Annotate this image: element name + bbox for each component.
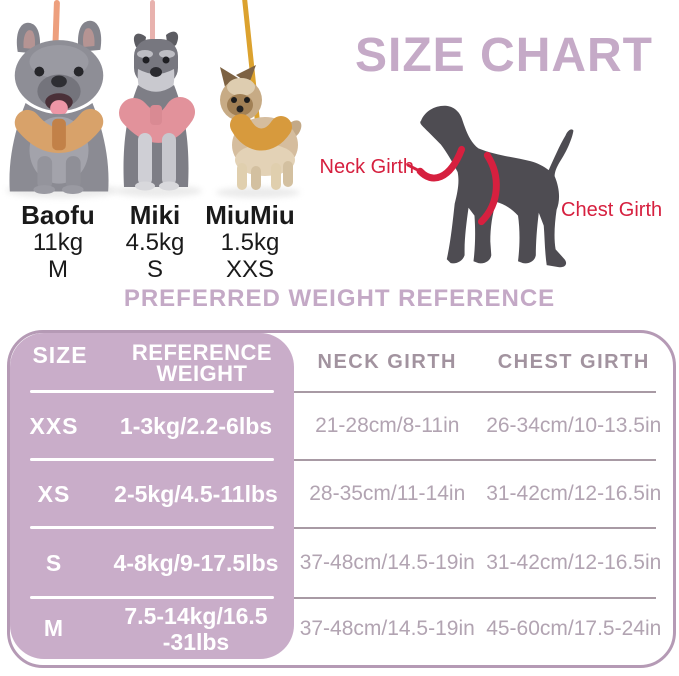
dog-measurement-figure — [406, 105, 574, 268]
dog-name: Baofu — [21, 200, 95, 230]
size-cell: M — [43, 615, 65, 641]
weight-cell: 2-5kg/4.5-11lbs — [114, 481, 278, 507]
row-divider — [30, 596, 274, 599]
dog-size: M — [48, 256, 68, 283]
row-divider — [294, 527, 656, 529]
right-header-row: NECK GIRTH CHEST GIRTH — [294, 333, 667, 392]
yorkie-ear-right — [236, 65, 256, 84]
col-header-neck-girth: NECK GIRTH — [317, 351, 457, 373]
left-header-row: SIZE REFERENCE WEIGHT — [10, 333, 294, 392]
shadow-miki — [114, 185, 202, 197]
chest-girth-cell: 31-42cm/12-16.5in — [486, 551, 662, 574]
yorkie-nose — [236, 105, 244, 113]
weight-cell: 1-3kg/2.2-6lbs — [119, 413, 273, 439]
schnauzer-eye-left — [142, 56, 150, 64]
row-divider — [30, 458, 274, 461]
row-divider — [294, 597, 656, 599]
yorkie-eye-right — [244, 97, 250, 103]
table-row: 21-28cm/8-11in 26-34cm/10-13.5in — [294, 392, 667, 460]
table-row: M 7.5-14kg/16.5 -31lbs — [10, 598, 294, 659]
col-header-reference-weight: REFERENCE WEIGHT — [131, 340, 273, 386]
dog-photo-baofu — [9, 20, 109, 194]
dog-name: Miki — [129, 200, 181, 230]
frenchie-eye-left — [34, 66, 45, 77]
size-cell: S — [45, 549, 63, 576]
shadow-miumiu — [216, 187, 300, 198]
schnauzer-harness — [119, 97, 195, 143]
row-divider — [294, 391, 656, 393]
col-header-size: SIZE — [32, 342, 88, 368]
chest-girth-cell: 31-42cm/12-16.5in — [486, 482, 662, 505]
col-header-chest-girth: CHEST GIRTH — [497, 351, 650, 373]
size-table-left-panel: SIZE REFERENCE WEIGHT XXS 1-3kg/2.2-6lbs… — [10, 333, 294, 659]
neck-girth-label: Neck Girth — [319, 156, 414, 178]
row-divider — [30, 390, 274, 393]
schnauzer-eye-right — [162, 56, 170, 64]
table-row: 37-48cm/14.5-19in 45-60cm/17.5-24in — [294, 598, 667, 659]
page-title: SIZE CHART — [355, 29, 653, 82]
dog-size: XXS — [225, 256, 275, 283]
chest-girth-label: Chest Girth — [561, 199, 663, 221]
dog-label-baofu: Baofu 11kg M — [0, 200, 120, 284]
neck-girth-strap — [416, 145, 466, 182]
frenchie-tongue — [50, 100, 68, 116]
hero-photo-area: Baofu 11kg M Miki 4.5kg S MiuMiu 1.5kg X… — [0, 0, 320, 285]
row-divider — [294, 459, 656, 461]
dog-size: S — [146, 256, 163, 283]
dog-label-miumiu: MiuMiu 1.5kg XXS — [188, 200, 312, 284]
frenchie-nose — [51, 75, 67, 88]
size-table-right-panel: NECK GIRTH CHEST GIRTH 21-28cm/8-11in 26… — [294, 333, 667, 659]
neck-girth-cell: 37-48cm/14.5-19in — [299, 551, 475, 574]
size-table: SIZE REFERENCE WEIGHT XXS 1-3kg/2.2-6lbs… — [7, 330, 676, 668]
table-row: XS 2-5kg/4.5-11lbs — [10, 460, 294, 528]
yorkie-eye-left — [231, 97, 237, 103]
weight-cell: 4-8kg/9-17.5lbs — [113, 550, 279, 576]
dog-name: MiuMiu — [205, 200, 295, 230]
dog-label-miki: Miki 4.5kg S — [93, 200, 217, 284]
row-divider — [30, 526, 274, 529]
table-row: S 4-8kg/9-17.5lbs — [10, 528, 294, 598]
dog-photo-miumiu — [220, 65, 302, 190]
chest-girth-cell: 26-34cm/10-13.5in — [486, 414, 662, 437]
weight-cell: 7.5-14kg/16.5 -31lbs — [124, 602, 268, 655]
size-cell: XXS — [29, 412, 79, 439]
neck-girth-cell: 21-28cm/8-11in — [315, 414, 460, 437]
dog-weight: 1.5kg — [220, 229, 280, 256]
dog-weight: 4.5kg — [125, 229, 185, 256]
frenchie-eye-right — [73, 66, 84, 77]
yorkie-ear-left — [220, 67, 238, 87]
neck-girth-cell: 37-48cm/14.5-19in — [299, 616, 475, 640]
yorkie-harness — [230, 114, 292, 151]
neck-girth-cell: 28-35cm/11-14in — [309, 482, 466, 505]
table-row: 28-35cm/11-14in 31-42cm/12-16.5in — [294, 460, 667, 528]
section-title: PREFERRED WEIGHT REFERENCE — [123, 285, 556, 312]
table-row: XXS 1-3kg/2.2-6lbs — [10, 392, 294, 460]
dog-photo-miki — [119, 31, 195, 191]
table-row: 37-48cm/14.5-19in 31-42cm/12-16.5in — [294, 528, 667, 598]
dog-weight: 11kg — [32, 229, 84, 256]
size-cell: XS — [37, 480, 71, 507]
schnauzer-nose — [150, 67, 162, 77]
chest-girth-strap — [477, 151, 500, 226]
chest-girth-cell: 45-60cm/17.5-24in — [486, 616, 662, 640]
